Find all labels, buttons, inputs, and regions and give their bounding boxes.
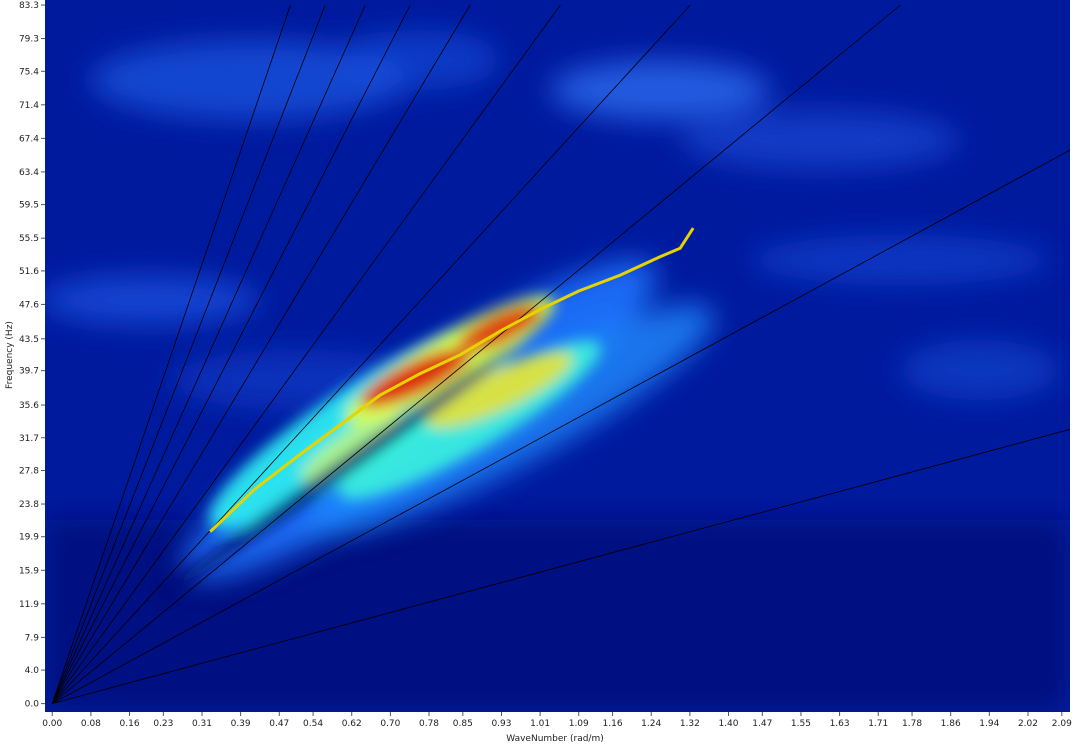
velocity-line	[51, 4, 366, 704]
x-tick-label: 1.78	[902, 719, 922, 729]
velocity-line	[51, 4, 326, 704]
velocity-line	[51, 4, 561, 704]
x-tick-label: 1.63	[830, 719, 850, 729]
x-tick-label: 0.62	[342, 719, 362, 729]
dispersion-curve	[209, 227, 695, 533]
y-tick-label: 51.6	[19, 267, 39, 277]
velocity-line	[52, 149, 1070, 704]
x-tick-label: 0.85	[453, 719, 473, 729]
velocity-line	[51, 4, 411, 704]
x-tick-label: 0.08	[81, 719, 101, 729]
y-axis-label: Frequency (Hz)	[5, 321, 15, 389]
x-tick-label: 0.93	[491, 719, 511, 729]
x-tick-label: 0.70	[380, 719, 400, 729]
velocity-line	[52, 429, 1070, 704]
velocity-line	[51, 4, 901, 704]
velocity-line	[51, 4, 291, 704]
y-tick-label: 83.3	[19, 1, 39, 11]
x-tick-label: 0.23	[153, 719, 173, 729]
x-tick-label: 1.24	[641, 719, 661, 729]
x-tick-label: 0.78	[419, 719, 439, 729]
x-tick-label: 1.47	[752, 719, 772, 729]
x-tick-label: 1.01	[530, 719, 550, 729]
y-tick-label: 31.7	[19, 434, 39, 444]
x-tick-label: 0.39	[231, 719, 251, 729]
y-tick-label: 7.9	[25, 633, 40, 643]
y-tick-label: 47.6	[19, 300, 39, 310]
y-tick-label: 4.0	[25, 666, 40, 676]
y-tick-label: 59.5	[19, 201, 39, 211]
x-tick-label: 2.09	[1052, 719, 1072, 729]
x-tick-label: 0.54	[303, 719, 323, 729]
velocity-line	[51, 4, 691, 704]
y-tick-label: 55.5	[19, 234, 39, 244]
y-tick-label: 39.7	[19, 367, 39, 377]
x-tick-label: 2.02	[1018, 719, 1038, 729]
y-tick-label: 19.9	[19, 533, 39, 543]
y-tick-label: 43.5	[19, 335, 39, 345]
y-tick-label: 67.4	[19, 134, 39, 144]
y-tick-label: 71.4	[19, 101, 39, 111]
x-tick-label: 1.40	[718, 719, 738, 729]
spectrum-background	[45, 0, 1070, 712]
x-tick-label: 1.16	[603, 719, 623, 729]
x-tick-label: 0.16	[120, 719, 140, 729]
plot-lines	[51, 4, 1070, 704]
x-tick-label: 1.55	[791, 719, 811, 729]
velocity-line	[51, 4, 471, 704]
y-tick-label: 11.9	[19, 600, 39, 610]
x-tick-label: 0.47	[269, 719, 289, 729]
x-tick-label: 0.00	[42, 719, 62, 729]
x-tick-label: 0.31	[192, 719, 212, 729]
y-tick-label: 79.3	[19, 35, 39, 45]
x-tick-label: 1.71	[868, 719, 888, 729]
y-tick-label: 27.8	[19, 466, 39, 476]
x-axis-label: WaveNumber (rad/m)	[506, 734, 603, 744]
x-tick-label: 1.86	[941, 719, 961, 729]
y-tick-label: 35.6	[19, 401, 39, 411]
x-tick-label: 1.94	[979, 719, 999, 729]
x-tick-label: 1.09	[569, 719, 589, 729]
y-tick-label: 15.9	[19, 566, 39, 576]
y-tick-label: 63.4	[19, 168, 39, 178]
y-tick-label: 23.8	[19, 500, 39, 510]
y-tick-label: 75.4	[19, 67, 39, 77]
y-tick-label: 0.0	[25, 700, 40, 710]
x-tick-label: 1.32	[680, 719, 700, 729]
